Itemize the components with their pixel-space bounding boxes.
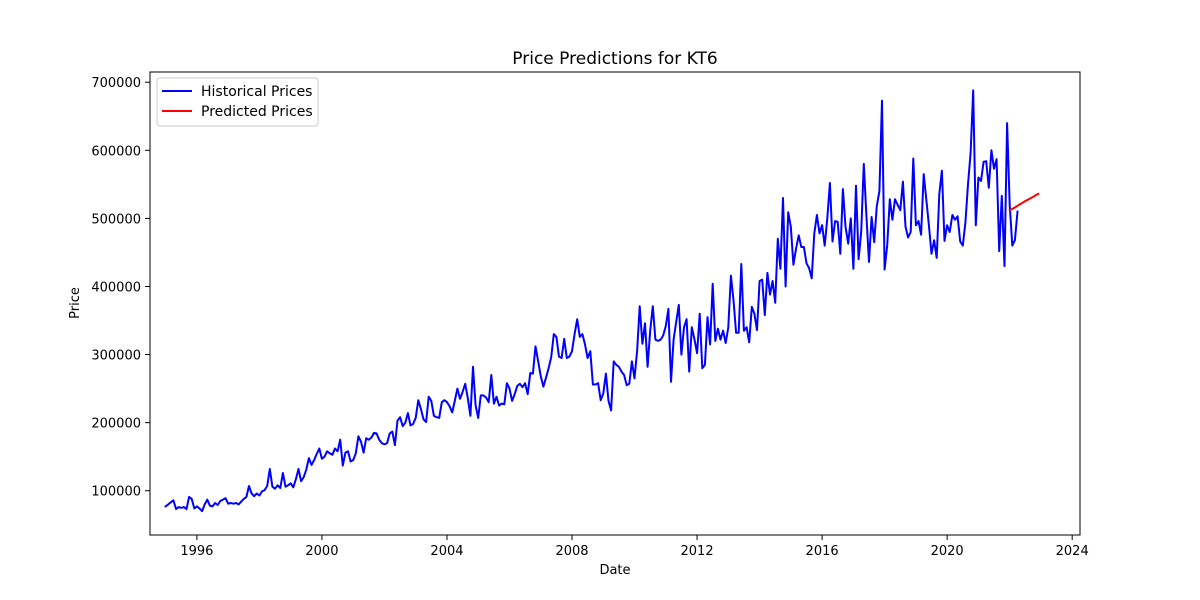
x-tick-label: 2004: [430, 544, 463, 559]
x-tick-label: 1996: [180, 544, 213, 559]
legend-label-predicted: Predicted Prices: [201, 104, 313, 120]
x-tick-label: 2012: [681, 544, 714, 559]
x-tick-label: 2008: [555, 544, 588, 559]
y-axis: 100000 200000 300000 400000 500000 600000 7000…: [91, 76, 150, 500]
plot-frame: [149, 71, 1081, 536]
legend: Historical Prices Predicted Prices: [156, 77, 319, 127]
x-tick-label: 2000: [305, 544, 338, 559]
y-tick-label: 600000: [91, 144, 141, 159]
y-tick-label: 200000: [91, 417, 141, 432]
legend-label-historical: Historical Prices: [201, 84, 312, 100]
y-axis-label: Price: [68, 287, 83, 319]
y-tick-label: 300000: [91, 349, 141, 364]
x-axis: 1996 2000 2004 2008 2012 2016 2020 2024: [180, 535, 1089, 559]
x-tick-label: 2016: [806, 544, 839, 559]
y-tick-label: 400000: [91, 280, 141, 295]
series-line-historical: [164, 89, 1019, 513]
chart-title: Price Predictions for KT6: [512, 49, 717, 69]
legend-box: [156, 77, 319, 127]
x-axis-label: Date: [599, 563, 630, 578]
y-tick-label: 500000: [91, 212, 141, 227]
x-tick-label: 2024: [1056, 544, 1089, 559]
plot-area: [164, 89, 1040, 513]
x-tick-label: 2020: [931, 544, 964, 559]
series-line-predicted: [1008, 192, 1040, 212]
y-tick-label: 100000: [91, 485, 141, 500]
y-tick-label: 700000: [91, 76, 141, 91]
